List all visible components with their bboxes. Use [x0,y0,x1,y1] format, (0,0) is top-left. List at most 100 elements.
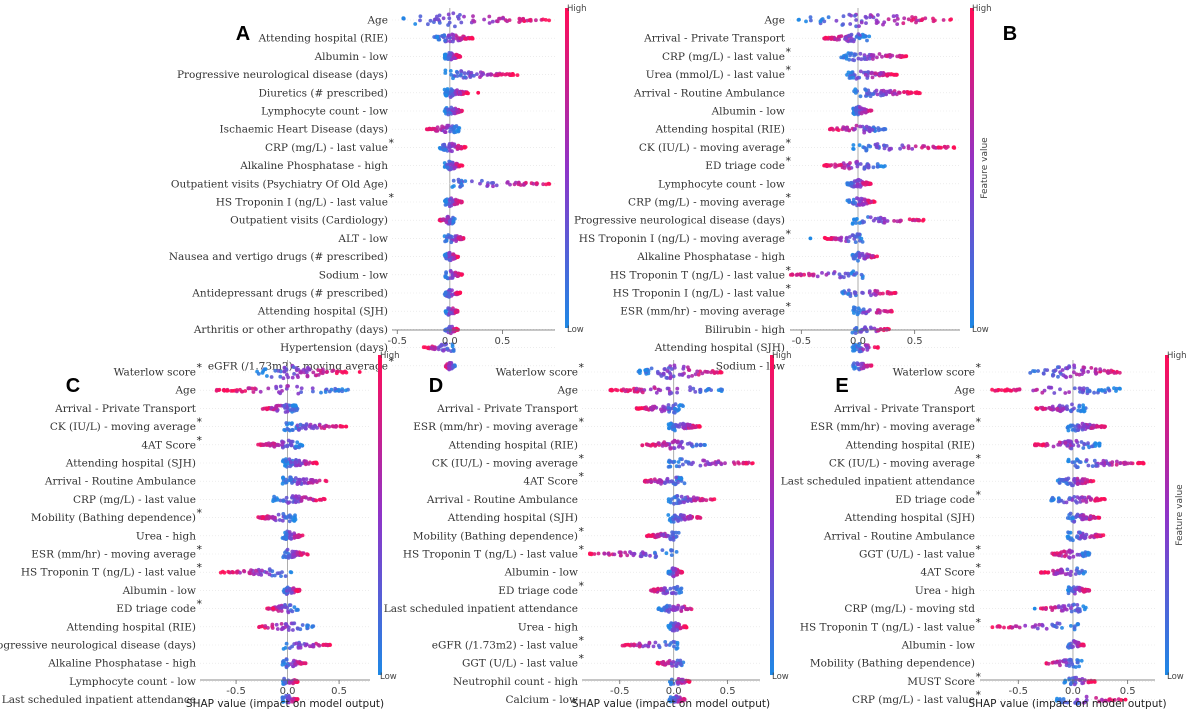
shap-point [706,370,710,374]
feature-label: GGT (U/L) - last value [859,549,975,561]
shap-point [665,476,670,481]
shap-point [665,369,670,373]
shap-point [1082,442,1087,447]
shap-point [875,254,879,259]
shap-point [651,644,656,649]
shap-point [1065,700,1070,705]
shap-point [654,390,659,395]
feature-label: ED triage code [498,585,578,597]
shap-point [265,374,269,378]
shap-point [290,421,294,426]
shap-point [268,443,273,447]
shap-point [672,406,677,411]
shap-point [857,221,862,225]
shap-point [435,34,440,39]
shap-point [518,17,523,22]
shap-point [619,553,623,558]
shap-point [1081,424,1086,429]
shap-point [1094,463,1099,467]
shap-point [413,22,418,26]
shap-point [443,290,448,295]
shap-point [283,554,288,559]
shap-point [269,405,274,410]
shap-point [281,626,285,630]
shap-point [447,251,451,256]
shap-point [1068,681,1073,686]
shap-point [892,219,896,223]
shap-point [1069,423,1074,428]
shap-point [335,369,339,374]
shap-point [653,386,657,391]
shap-point [850,58,855,62]
shap-point [446,57,450,61]
shap-point [870,254,875,258]
shap-point [820,271,824,275]
shap-point [442,109,447,113]
shap-point [697,424,701,428]
panel-label: C [66,375,80,397]
shap-point [931,19,936,24]
significance-star: * [579,634,585,647]
shap-point [257,515,262,520]
colorbar [565,8,569,328]
shap-point [454,52,459,57]
shap-point [882,220,887,225]
shap-point [314,478,318,483]
shap-point [321,642,326,647]
shap-point [664,551,669,556]
shap-point [451,107,455,112]
shap-point [848,22,853,26]
shap-point [541,182,546,187]
shap-point [451,364,455,369]
shap-point [1117,386,1122,391]
shap-point [684,459,688,464]
shap-point [632,551,637,556]
shap-point [286,610,291,615]
shap-point [1076,660,1080,665]
shap-point [275,627,280,631]
shap-point [859,20,864,25]
shap-point [882,20,887,25]
shap-point [834,18,839,23]
shap-point [667,610,671,614]
shap-point [451,349,456,353]
shap-point [455,255,460,259]
significance-star: * [976,689,982,702]
shap-point [998,624,1002,629]
shap-point [253,571,258,576]
x-tick-label: 0.5 [907,336,923,347]
shap-point [1060,626,1064,630]
shap-point [446,12,451,17]
significance-star: * [389,355,395,368]
feature-label: Waterlow score [893,367,975,379]
shap-point [278,374,283,379]
shap-point [298,422,303,427]
shap-point [304,477,309,482]
shap-point [857,24,861,28]
shap-point [338,424,343,428]
shap-point [1051,373,1056,377]
shap-point [643,643,648,648]
shap-point [281,695,285,700]
shap-point [670,591,675,596]
shap-point [859,236,864,241]
shap-point [453,273,457,277]
shap-point [494,183,499,188]
shap-point [906,17,911,22]
shap-point [844,56,849,61]
shap-point [922,144,927,149]
shap-point [596,551,601,556]
shap-point [663,640,668,644]
shap-point [732,462,737,466]
shap-point [867,56,872,61]
shap-point [1057,403,1062,408]
shap-point [664,375,669,380]
shap-point [856,258,860,263]
shap-point [1114,389,1118,393]
shap-point [618,550,623,555]
shap-point [292,605,297,609]
x-tick-label: -0.5 [388,336,408,347]
significance-star: * [579,416,585,429]
shap-point [283,463,287,468]
shap-point [688,514,693,518]
